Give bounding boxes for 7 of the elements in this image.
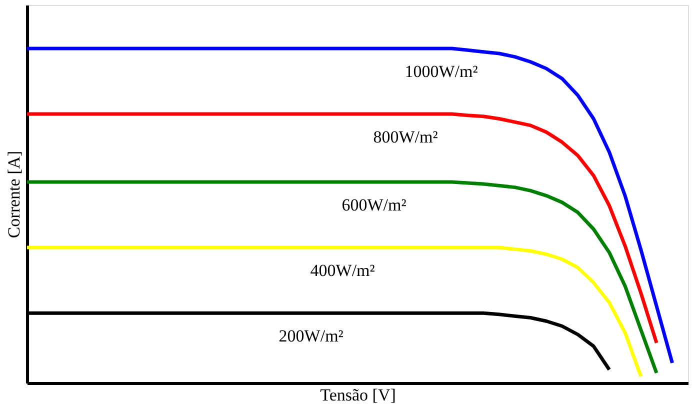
series-label: 800W/m² — [373, 127, 438, 146]
series-label: 1000W/m² — [404, 62, 478, 81]
x-axis-title: Tensão [V] — [320, 386, 396, 404]
series-label: 200W/m² — [278, 326, 344, 346]
y-axis-title: Corrente [A] — [4, 150, 24, 238]
series-label: 600W/m² — [342, 195, 406, 214]
series-label: 400W/m² — [310, 260, 375, 280]
